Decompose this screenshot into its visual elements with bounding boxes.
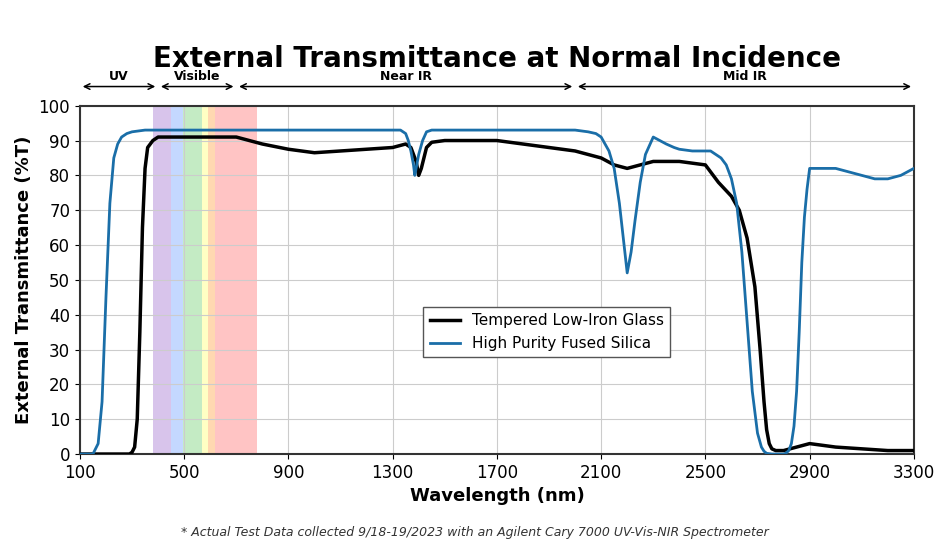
High Purity Fused Silica xyxy=(74,451,85,457)
High Purity Fused Silica xyxy=(766,451,777,457)
Tempered Low-Iron Glass xyxy=(152,134,163,140)
High Purity Fused Silica xyxy=(283,127,294,133)
Y-axis label: External Transmittance (%T): External Transmittance (%T) xyxy=(15,136,33,424)
Tempered Low-Iron Glass xyxy=(778,447,789,454)
Bar xyxy=(208,106,216,454)
Tempered Low-Iron Glass xyxy=(648,158,659,165)
High Purity Fused Silica xyxy=(406,148,417,154)
Bar xyxy=(171,106,182,454)
Text: Visible: Visible xyxy=(174,70,220,83)
Tempered Low-Iron Glass xyxy=(134,329,145,335)
High Purity Fused Silica xyxy=(908,165,920,172)
High Purity Fused Silica xyxy=(140,127,151,133)
Title: External Transmittance at Normal Incidence: External Transmittance at Normal Inciden… xyxy=(153,45,841,73)
High Purity Fused Silica xyxy=(590,130,601,137)
Bar xyxy=(153,106,171,454)
Tempered Low-Iron Glass xyxy=(908,447,920,454)
High Purity Fused Silica xyxy=(705,148,716,154)
Text: UV: UV xyxy=(109,70,129,83)
Line: Tempered Low-Iron Glass: Tempered Low-Iron Glass xyxy=(80,137,914,454)
Tempered Low-Iron Glass xyxy=(334,148,346,154)
Tempered Low-Iron Glass xyxy=(74,451,85,457)
High Purity Fused Silica xyxy=(543,127,555,133)
Legend: Tempered Low-Iron Glass, High Purity Fused Silica: Tempered Low-Iron Glass, High Purity Fus… xyxy=(424,307,671,357)
Bar xyxy=(182,106,202,454)
Line: High Purity Fused Silica: High Purity Fused Silica xyxy=(80,130,914,454)
X-axis label: Wavelength (nm): Wavelength (nm) xyxy=(409,487,584,505)
Tempered Low-Iron Glass xyxy=(231,134,242,140)
Bar xyxy=(216,106,257,454)
Bar xyxy=(202,106,208,454)
Text: Near IR: Near IR xyxy=(380,70,431,83)
Tempered Low-Iron Glass xyxy=(543,144,555,151)
Text: Mid IR: Mid IR xyxy=(723,70,767,83)
Text: * Actual Test Data collected 9/18-19/2023 with an Agilent Cary 7000 UV-Vis-NIR S: * Actual Test Data collected 9/18-19/202… xyxy=(181,526,769,539)
